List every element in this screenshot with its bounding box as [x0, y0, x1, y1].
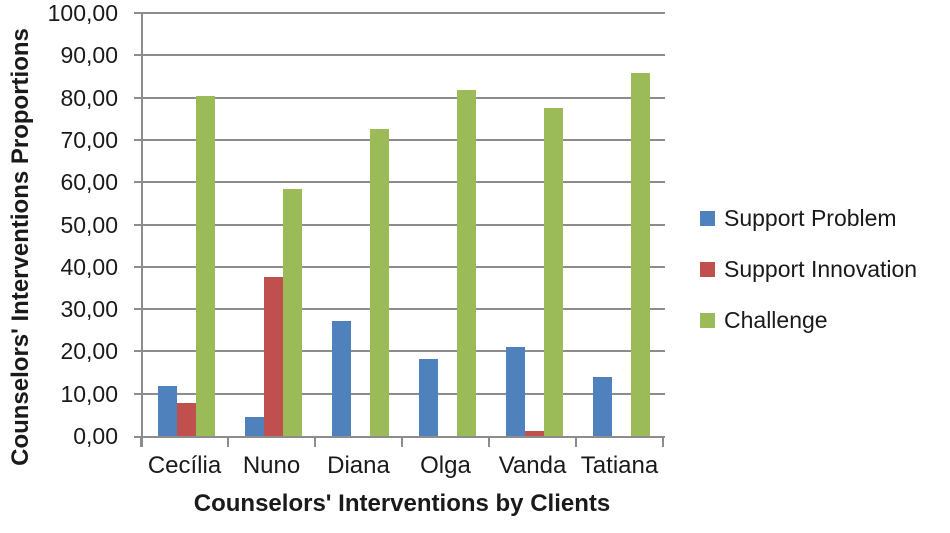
x-tick-1	[227, 438, 229, 447]
y-tick-label-90: 90,00	[60, 42, 118, 69]
legend-swatch-support-problem	[700, 210, 715, 226]
gridline-70	[134, 138, 665, 141]
gridline-30	[134, 308, 665, 311]
x-tick-6	[662, 438, 664, 447]
bar-support-innovation-cecília	[177, 403, 196, 436]
gridline-20	[134, 350, 665, 353]
legend-item-support-innovation: Support Innovation	[700, 255, 917, 283]
y-tick-label-40: 40,00	[60, 253, 118, 280]
x-category-label-tatiana: Tatiana	[580, 452, 659, 479]
zero-tick	[134, 436, 143, 438]
legend-swatch-support-innovation	[700, 261, 715, 277]
bar-challenge-cecília	[196, 96, 215, 436]
x-category-label-vanda: Vanda	[498, 452, 567, 479]
gridline-90	[134, 54, 665, 57]
x-tick-4	[488, 438, 490, 447]
gridline-80	[134, 96, 665, 99]
bar-support-problem-vanda	[506, 346, 525, 436]
x-category-label-cecília: Cecília	[147, 452, 222, 479]
y-tick-label-10: 10,00	[60, 380, 118, 407]
legend-swatch-challenge	[700, 312, 715, 328]
bar-challenge-tatiana	[631, 72, 650, 436]
y-tick-label-0: 0,00	[73, 423, 118, 449]
bar-challenge-olga	[457, 90, 476, 436]
bar-support-problem-nuno	[245, 417, 264, 436]
x-tick-0	[140, 438, 142, 447]
x-category-label-nuno: Nuno	[242, 452, 301, 479]
legend: Support Problem Support Innovation Challen…	[700, 204, 917, 357]
bar-support-problem-olga	[419, 358, 438, 436]
x-tick-2	[314, 438, 316, 447]
x-category-label-diana: Diana	[327, 452, 390, 479]
y-tick-label-100: 100,00	[47, 0, 118, 26]
legend-item-challenge: Challenge	[700, 306, 917, 334]
bar-challenge-diana	[370, 129, 389, 436]
bar-challenge-vanda	[544, 108, 563, 436]
x-axis-title: Counselors' Interventions by Clients	[193, 490, 611, 517]
y-tick-label-60: 60,00	[60, 169, 118, 196]
x-tick-3	[401, 438, 403, 447]
gridline-10	[134, 392, 665, 395]
gridline-100	[134, 12, 665, 14]
x-category-label-olga: Olga	[420, 452, 471, 479]
gridline-40	[134, 265, 665, 268]
x-tick-5	[575, 438, 577, 447]
y-tick-label-70: 70,00	[60, 126, 118, 153]
bar-challenge-nuno	[283, 189, 302, 436]
legend-item-support-problem: Support Problem	[700, 204, 917, 232]
gridline-60	[134, 181, 665, 184]
bar-support-problem-tatiana	[593, 376, 612, 436]
y-tick-label-50: 50,00	[60, 211, 118, 238]
y-tick-label-80: 80,00	[60, 84, 118, 111]
bar-support-innovation-nuno	[264, 277, 283, 436]
bar-support-innovation-vanda	[525, 430, 544, 436]
y-tick-label-20: 20,00	[60, 338, 118, 365]
legend-label-challenge: Challenge	[724, 306, 828, 333]
y-tick-label-30: 30,00	[60, 296, 118, 323]
legend-label-support-innovation: Support Innovation	[724, 255, 918, 282]
bar-support-problem-diana	[332, 320, 351, 436]
legend-label-support-problem: Support Problem	[724, 204, 897, 231]
y-axis-bottom-stub	[141, 438, 143, 447]
bar-support-problem-cecília	[158, 386, 177, 436]
plot-area	[134, 12, 665, 447]
gridline-50	[134, 223, 665, 226]
